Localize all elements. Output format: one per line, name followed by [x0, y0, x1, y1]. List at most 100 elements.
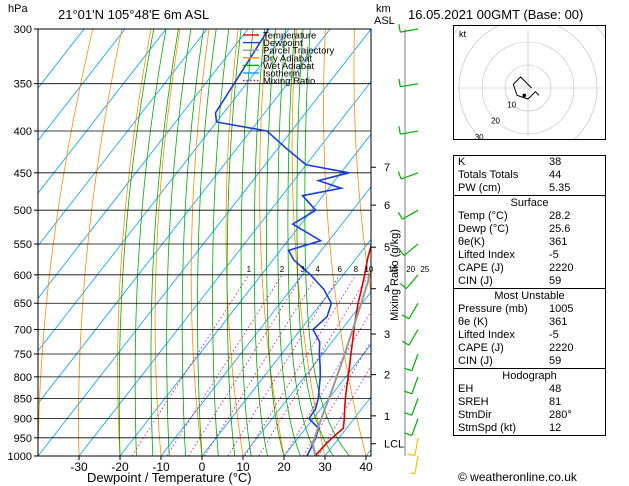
row-label: CAPE (J) [458, 262, 504, 274]
row-value: -5 [549, 249, 559, 261]
table-row: θe (K) 361 [454, 316, 605, 329]
wind-barb [398, 78, 419, 88]
table-row: Temp (°C) 28.2 [454, 210, 605, 223]
row-label: CAPE (J) [458, 342, 504, 354]
mixing-ratio-line [131, 274, 250, 456]
barb-staff [414, 455, 419, 474]
dry-adiabat [616, 29, 629, 456]
legend-label: Isotherm [263, 69, 300, 80]
barb-staff [411, 376, 419, 394]
temp-label: 40 [359, 460, 373, 474]
barb-staff [411, 418, 419, 436]
temp-label: 30 [318, 460, 332, 474]
barb-flag [410, 472, 416, 475]
table-row: SREH 81 [454, 396, 605, 409]
indices-table: K 38 Totals Totals 44 PW (cm) 5.35 Surface Te… [453, 155, 606, 436]
header-hpa: hPa [8, 3, 28, 15]
hodo-ring [481, 41, 575, 135]
isotherm-line [283, 343, 371, 456]
row-label: K [458, 156, 466, 168]
hodo-ring-label: 10 [507, 100, 516, 109]
isotherm-line [78, 80, 371, 456]
wet-adiabat [181, 29, 204, 456]
barb-flag [397, 211, 403, 220]
copyright: © weatheronline.co.uk [458, 470, 577, 484]
indices-rows: K 38 Totals Totals 44 PW (cm) 5.35 [454, 156, 605, 195]
isotherm-line [38, 29, 208, 247]
barb-flag [398, 248, 405, 256]
km-label: 4 [384, 284, 390, 296]
temp-label: -30 [70, 460, 88, 474]
legend-label: Wet Adiabat [263, 61, 314, 72]
table-row: CIN (J) 59 [454, 355, 605, 368]
hodograph-rows: EH 48 SREH 81 StmDir 280° StmSpd (kt) 12 [454, 383, 605, 435]
mixing-ratio-label: 4 [315, 265, 320, 274]
pressure-label: 800 [14, 372, 32, 384]
pressure-label: 700 [14, 325, 32, 337]
hodo-ring [504, 64, 552, 112]
hodo-storm-motion [522, 93, 527, 98]
hodograph-table-title: Hodograph [454, 368, 605, 383]
wet-adiabat [240, 29, 254, 456]
row-value: 280° [549, 409, 572, 421]
km-label: 2 [384, 370, 390, 382]
dry-adiabat [323, 29, 367, 456]
table-row: Totals Totals 44 [454, 169, 605, 182]
row-label: StmDir [458, 409, 492, 421]
legend-label: Parcel Trajectory [263, 46, 335, 57]
hodo-unit-label: kt [459, 29, 467, 39]
mixing-ratio-line [188, 274, 303, 456]
row-label: StmSpd (kt) [458, 422, 517, 434]
pressure-label: 900 [14, 414, 32, 426]
row-label: Totals Totals [458, 169, 519, 181]
barb-flag [399, 282, 407, 290]
table-row: StmDir 280° [454, 409, 605, 422]
dry-adiabat [117, 29, 152, 456]
pressure-label: 950 [14, 433, 32, 445]
pressure-label: 450 [14, 168, 32, 180]
header-asl: ASL [374, 15, 395, 27]
km-label: 1 [384, 411, 390, 423]
row-label: CIN (J) [458, 355, 493, 367]
wind-barb [406, 437, 419, 457]
dewpoint-line [214, 29, 350, 456]
mixing-ratio-label: 8 [354, 265, 359, 274]
wind-barb [404, 398, 419, 416]
barb-flag [401, 340, 410, 346]
row-value: 361 [549, 236, 568, 248]
dry-adiabat [353, 29, 371, 295]
barb-flag [404, 367, 413, 372]
dry-adiabat [190, 29, 210, 456]
pressure-label: 400 [14, 126, 32, 138]
pressure-label: 550 [14, 239, 32, 251]
barb-staff [414, 437, 419, 456]
x-axis-title: Dewpoint / Temperature (°C) [87, 470, 252, 485]
barb-staff [408, 302, 419, 320]
surface-rows: Temp (°C) 28.2 Dewp (°C) 25.6 θe(K) 361 Lifted… [454, 210, 605, 288]
wind-barb [398, 126, 419, 135]
row-value: 12 [549, 422, 562, 434]
pressure-label: 500 [14, 205, 32, 217]
barb-flag [398, 78, 401, 87]
plot-frame [37, 28, 372, 457]
row-value: 361 [549, 316, 568, 328]
most-unstable-rows: Pressure (mb) 1005 θe (K) 361 Lifted Index -5… [454, 303, 605, 368]
header-datetime: 16.05.2021 00GMT (Base: 00) [408, 7, 584, 22]
table-row: Lifted Index -5 [454, 329, 605, 342]
table-row: StmSpd (kt) 12 [454, 422, 605, 435]
isotherm-line [38, 29, 331, 405]
wind-barb [404, 418, 419, 437]
km-label: 6 [384, 200, 390, 212]
barb-flag [404, 432, 413, 437]
row-value: 25.6 [549, 223, 571, 235]
temperature-line [314, 242, 371, 456]
parcel-trajectory-line [311, 268, 371, 456]
row-label: Lifted Index [458, 249, 515, 261]
hodo-ring [458, 26, 598, 139]
row-label: Temp (°C) [458, 210, 508, 222]
row-label: Dewp (°C) [458, 223, 509, 235]
barb-staff [400, 83, 419, 88]
wind-barb [401, 329, 419, 346]
